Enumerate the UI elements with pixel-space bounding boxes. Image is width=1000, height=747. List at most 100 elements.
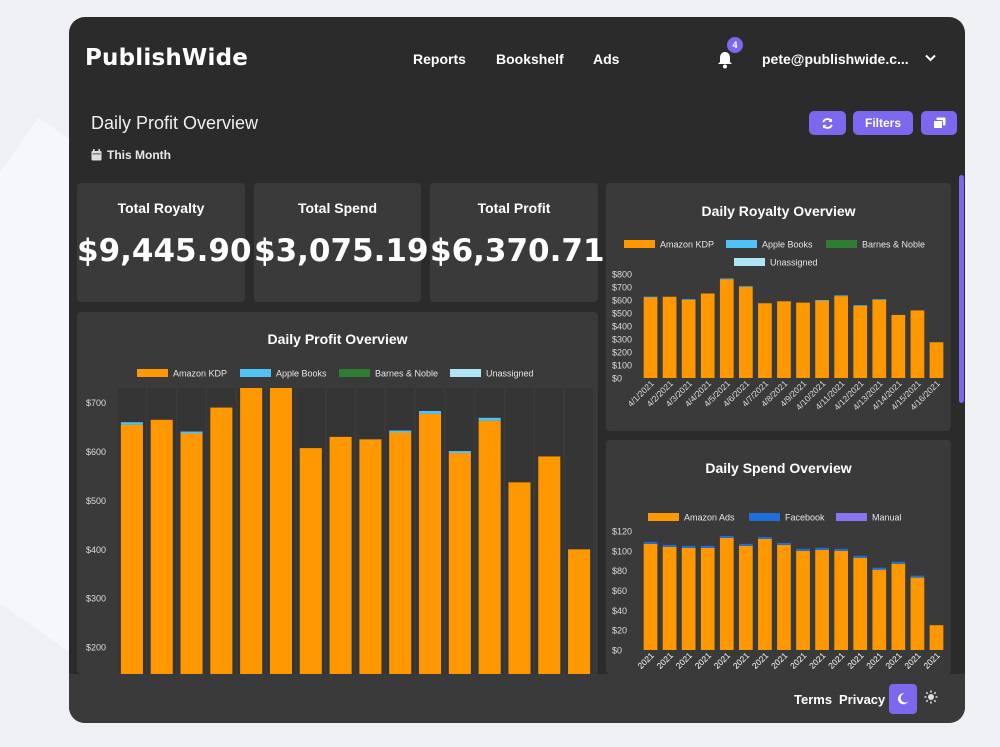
bar-amazon-ads <box>738 545 753 650</box>
legend-swatch <box>734 258 765 266</box>
bar-facebook <box>777 542 791 545</box>
bar-amazon-kdp <box>853 305 868 378</box>
y-tick-label: $500 <box>612 309 632 319</box>
bar-amazon-kdp <box>834 296 849 378</box>
bar-amazon-kdp <box>299 448 322 674</box>
total-royalty-card: Total Royalty $9,445.90 <box>77 183 252 302</box>
bar-amazon-kdp <box>910 310 925 378</box>
privacy-link[interactable]: Privacy <box>839 692 886 707</box>
legend-swatch <box>240 369 271 377</box>
notification-badge: 4 <box>727 37 743 53</box>
y-tick-label: $100 <box>612 361 632 371</box>
refresh-button[interactable] <box>809 111 846 135</box>
legend-label-facebook: Facebook <box>785 513 825 523</box>
y-tick-label: $800 <box>612 270 632 280</box>
bar-amazon-ads <box>719 537 734 650</box>
card-label: Total Spend <box>297 200 378 216</box>
y-tick-label: $100 <box>612 546 632 556</box>
bar-facebook <box>738 543 753 546</box>
nav-bookshelf[interactable]: Bookshelf <box>496 51 564 67</box>
bar-amazon-kdp <box>815 300 829 378</box>
bar-facebook <box>872 567 887 570</box>
x-tick-label: 2021 <box>921 650 942 671</box>
bar-amazon-kdp <box>210 407 233 674</box>
card-label: Total Profit <box>477 200 551 216</box>
bar-amazon-kdp <box>359 439 382 674</box>
date-range[interactable]: This Month <box>91 148 171 162</box>
bar-amazon-ads <box>758 538 772 650</box>
bar-amazon-kdp <box>681 300 696 378</box>
y-tick-label: $600 <box>612 296 632 306</box>
terms-link[interactable]: Terms <box>794 692 833 707</box>
profit-chart-card: Daily Profit Overview Amazon KDP Apple Bo… <box>77 312 598 674</box>
bar-amazon-kdp <box>738 287 753 378</box>
x-tick-label: 2021 <box>750 650 771 671</box>
x-tick-label: 2021 <box>655 650 676 671</box>
dark-mode-toggle[interactable] <box>889 684 917 714</box>
legend-label-unassigned: Unassigned <box>486 369 534 379</box>
bar-amazon-ads <box>777 544 791 650</box>
y-tick-label: $300 <box>86 594 106 604</box>
bar-amazon-kdp <box>872 300 887 378</box>
x-tick-label: 2021 <box>902 650 923 671</box>
bar-amazon-kdp <box>419 413 442 674</box>
y-tick-label: $600 <box>86 447 106 457</box>
x-tick-label: 2021 <box>712 650 733 671</box>
total-profit-card: Total Profit $6,370.71 <box>430 183 605 302</box>
legend-swatch <box>836 513 867 521</box>
y-tick-label: $700 <box>612 283 632 293</box>
bar-amazon-ads <box>853 557 868 650</box>
bar-amazon-kdp <box>389 432 412 674</box>
layout-button[interactable] <box>921 111 957 135</box>
card-value: $9,445.90 <box>77 233 252 269</box>
card-value: $3,075.19 <box>254 233 429 269</box>
legend-swatch <box>749 513 780 521</box>
legend-swatch <box>450 369 481 377</box>
bar-facebook <box>910 575 925 578</box>
bar-apple-books <box>643 296 658 298</box>
bar-amazon-kdp <box>120 424 143 674</box>
user-menu[interactable]: pete@publishwide.c... <box>762 51 909 67</box>
bar-facebook <box>796 548 810 551</box>
x-tick-label: 2021 <box>769 650 790 671</box>
bar-amazon-ads <box>910 577 925 650</box>
chevron-down-icon[interactable] <box>925 54 936 62</box>
bar-amazon-kdp <box>448 453 471 674</box>
x-tick-label: 2021 <box>883 650 904 671</box>
filters-button[interactable]: Filters <box>853 111 913 135</box>
nav-ads[interactable]: Ads <box>593 51 620 67</box>
bar-facebook <box>681 545 696 548</box>
bar-amazon-ads <box>891 563 906 650</box>
bar-amazon-kdp <box>662 296 677 378</box>
sun-icon[interactable] <box>924 690 938 704</box>
bar-facebook <box>891 561 906 564</box>
x-tick-label: 2021 <box>864 650 885 671</box>
legend-swatch <box>624 240 655 248</box>
y-tick-label: $400 <box>612 322 632 332</box>
bar-amazon-kdp <box>508 482 531 674</box>
bar-facebook <box>758 536 772 539</box>
bar-facebook <box>662 544 677 547</box>
y-tick-label: $0 <box>612 646 622 656</box>
brand-logo[interactable]: PublishWide <box>85 45 249 71</box>
bar-amazon-ads <box>643 543 658 650</box>
y-tick-label: $60 <box>612 586 627 596</box>
y-tick-label: $120 <box>612 527 632 537</box>
bar-amazon-ads <box>872 569 887 650</box>
y-tick-label: $300 <box>612 335 632 345</box>
scrollbar[interactable] <box>959 175 964 403</box>
x-tick-label: 2021 <box>845 650 866 671</box>
bell-icon[interactable] <box>716 50 734 70</box>
bar-amazon-ads <box>681 547 696 650</box>
bar-apple-books <box>681 299 696 300</box>
bar-amazon-kdp <box>777 301 791 378</box>
bar-apple-books <box>738 286 753 287</box>
bar-apple-books <box>872 299 887 300</box>
bar-apple-books <box>120 422 143 425</box>
y-tick-label: $20 <box>612 626 627 636</box>
legend-label-amazon-kdp: Amazon KDP <box>173 369 227 379</box>
bar-amazon-kdp <box>538 456 561 674</box>
y-tick-label: $200 <box>86 643 106 653</box>
legend-swatch <box>339 369 370 377</box>
nav-reports[interactable]: Reports <box>413 51 466 67</box>
